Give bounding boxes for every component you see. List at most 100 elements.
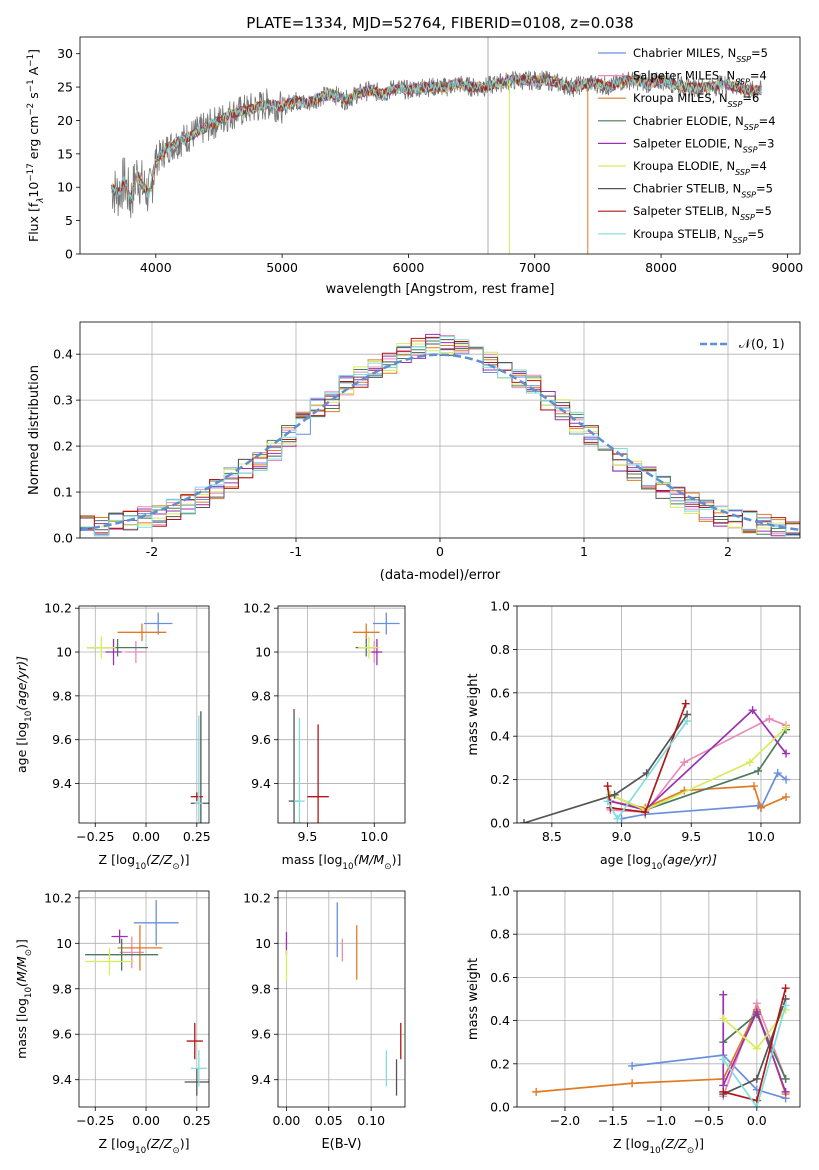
histogram-axes-xtick-label: 1 [580, 544, 588, 559]
age-mass-axes-plot-area [278, 606, 405, 823]
mass-z-axes-xtick-label: 0.00 [132, 1113, 160, 1128]
age-z-xlabel-part: )] [180, 852, 190, 867]
mass-ebv-axes-xtick-label: 0.10 [357, 1113, 385, 1128]
legend-label-part: =5 [755, 204, 772, 218]
weight-z-marker [532, 1087, 541, 1096]
age-mass-axes-ytick-label: 9.4 [251, 776, 271, 791]
age-mass-xlabel-part: )] [392, 852, 402, 867]
legend-label-part: SSP [735, 168, 750, 177]
weight-age-marker [765, 714, 774, 723]
histogram-axes-ytick-label: 0.0 [53, 531, 73, 546]
mass-z-ylabel-part: ⊙ [24, 949, 34, 956]
weight-age-ylabel: mass weight [466, 673, 481, 755]
legend-label-part: Chabrier STELIB, N [633, 182, 741, 196]
mass-z-axes-xtick-label: 0.25 [183, 1113, 211, 1128]
weight-z-axes-ytick-label: 0.2 [490, 1056, 510, 1071]
age-z-axes-xtick-label: 0.25 [183, 829, 211, 844]
spectrum-axes-xtick-label: 9000 [771, 260, 803, 275]
spectrum-axes-ytick-label: 20 [57, 113, 73, 128]
weight-age-xlabel-part: age [log [600, 852, 651, 867]
histogram-axes-ytick-label: 0.3 [53, 393, 73, 408]
spectrum-ylabel-part: erg cm [26, 116, 41, 164]
histogram-axes-xtick-label: 2 [724, 544, 732, 559]
legend-label: Kroupa MILES, NSSP=6 [633, 91, 759, 109]
mass-z-xlabel-part: )] [180, 1136, 190, 1151]
weight-age-marker [782, 775, 791, 784]
weight-z-marker [781, 1087, 790, 1096]
age-z-xlabel-part: Z [log [99, 852, 135, 867]
spectrum-ylabel-part: ] [26, 49, 41, 54]
mass-ebv-axes-ytick-label: 10 [255, 936, 271, 951]
weight-age-xlabel-part: 10 [651, 862, 662, 872]
legend-label-part: Salpeter MILES, N [633, 69, 735, 83]
weight-age-axes-ytick-label: 1.0 [490, 599, 510, 614]
weight-age-marker [745, 758, 754, 767]
weight-age-marker [519, 819, 528, 823]
weight-z-marker [752, 1007, 761, 1016]
spectrum-ylabel-part: −1 [26, 79, 36, 92]
spectrum-ylabel-part: −17 [26, 163, 36, 181]
weight-age-axes-ytick-label: 0.6 [490, 685, 510, 700]
weight-z-marker [752, 1074, 761, 1083]
age-z-axes-ytick-label: 9.6 [52, 732, 72, 747]
legend-label: Chabrier MILES, NSSP=5 [633, 46, 768, 64]
spectrum-axes-plot-area [111, 37, 763, 254]
mass-ebv-axes-frame [277, 890, 406, 1108]
spectrum-ylabel-part: −1 [26, 54, 36, 67]
age-z-axes-xtick-label: −0.25 [76, 829, 114, 844]
legend-label-part: SSP [728, 100, 743, 109]
weight-age-line [610, 785, 787, 809]
mass-z-ylabel-part: 10 [24, 987, 34, 998]
legend-label: Chabrier STELIB, NSSP=5 [633, 182, 773, 200]
legend-label-part: SSP [733, 235, 748, 244]
spectrum-axes-xtick-label: 6000 [393, 260, 425, 275]
weight-z-xlabel-part: Z [log [613, 1136, 649, 1151]
histogram-axes-xtick-label: -2 [146, 544, 158, 559]
histogram-axes: -2 -1 0 1 2 0.0 0.1 0.2 0.3 0.4 𝒩(0, 1) (data-model… [27, 321, 801, 583]
weight-age-line [621, 771, 787, 820]
age-mass-axes-ytick-label: 10.2 [243, 601, 271, 616]
gaussian-curve [80, 353, 800, 532]
weight-z-ylabel: mass weight [466, 958, 481, 1040]
mass-z-ylabel-part: (M/M [14, 956, 29, 987]
age-mass-xlabel-part: mass [log [282, 852, 343, 867]
weight-age-line [606, 703, 687, 814]
spectrum-ylabel-part: A [26, 66, 41, 79]
age-z-xlabel: Z [log10(Z/Z⊙)] [99, 852, 190, 872]
weight-z-marker [781, 1001, 790, 1010]
weight-z-axes-xtick-label: −1.0 [646, 1113, 676, 1128]
weight-age-line [523, 714, 688, 823]
weight-age-marker [756, 803, 765, 812]
age-mass-axes-xtick-label: 9.5 [297, 829, 317, 844]
weight-age-marker [782, 792, 791, 801]
weight-z-xlabel-part: )] [694, 1136, 704, 1151]
weight-age-line [610, 708, 787, 811]
legend-label-part: Salpeter ELODIE, N [633, 136, 743, 150]
spectrum-model-line [111, 73, 762, 205]
mass-z-xlabel: Z [log10(Z/Z⊙)] [99, 1136, 190, 1156]
weight-z-xlabel: Z [log10(Z/Z⊙)] [613, 1136, 704, 1156]
age-z-ylabel-part: (age/yr)] [14, 656, 29, 711]
mass-z-axes-ytick-label: 9.4 [52, 1072, 72, 1087]
weight-age-line [610, 729, 787, 811]
weight-age-marker [641, 808, 650, 817]
weight-age-marker [680, 758, 689, 767]
legend-label-part: SSP [741, 190, 756, 199]
spectrum-model-line [111, 75, 762, 200]
spectrum-axes-ytick-label: 25 [57, 80, 73, 95]
spectrum-ylabel-part: −2 [26, 103, 36, 116]
weight-z-axes-ytick-label: 0.8 [490, 927, 510, 942]
weight-age-marker [613, 814, 622, 823]
weight-age-axes-ytick-label: 0.0 [490, 816, 510, 831]
histogram-legend-label: 𝒩(0, 1) [739, 336, 785, 351]
weight-z-marker [781, 984, 790, 993]
spectrum-axes-frame [79, 36, 801, 255]
weight-age-axes-ytick-label: 0.2 [490, 772, 510, 787]
weight-z-axes-ytick-label: 0.0 [490, 1100, 510, 1115]
legend-label-part: Kroupa ELODIE, N [633, 159, 735, 173]
weight-age-marker [782, 749, 791, 758]
spectrum-axes-xtick-label: 4000 [140, 260, 172, 275]
age-z-axes-plot-area [79, 606, 209, 823]
spectrum-axes-ytick-label: 0 [65, 247, 73, 262]
